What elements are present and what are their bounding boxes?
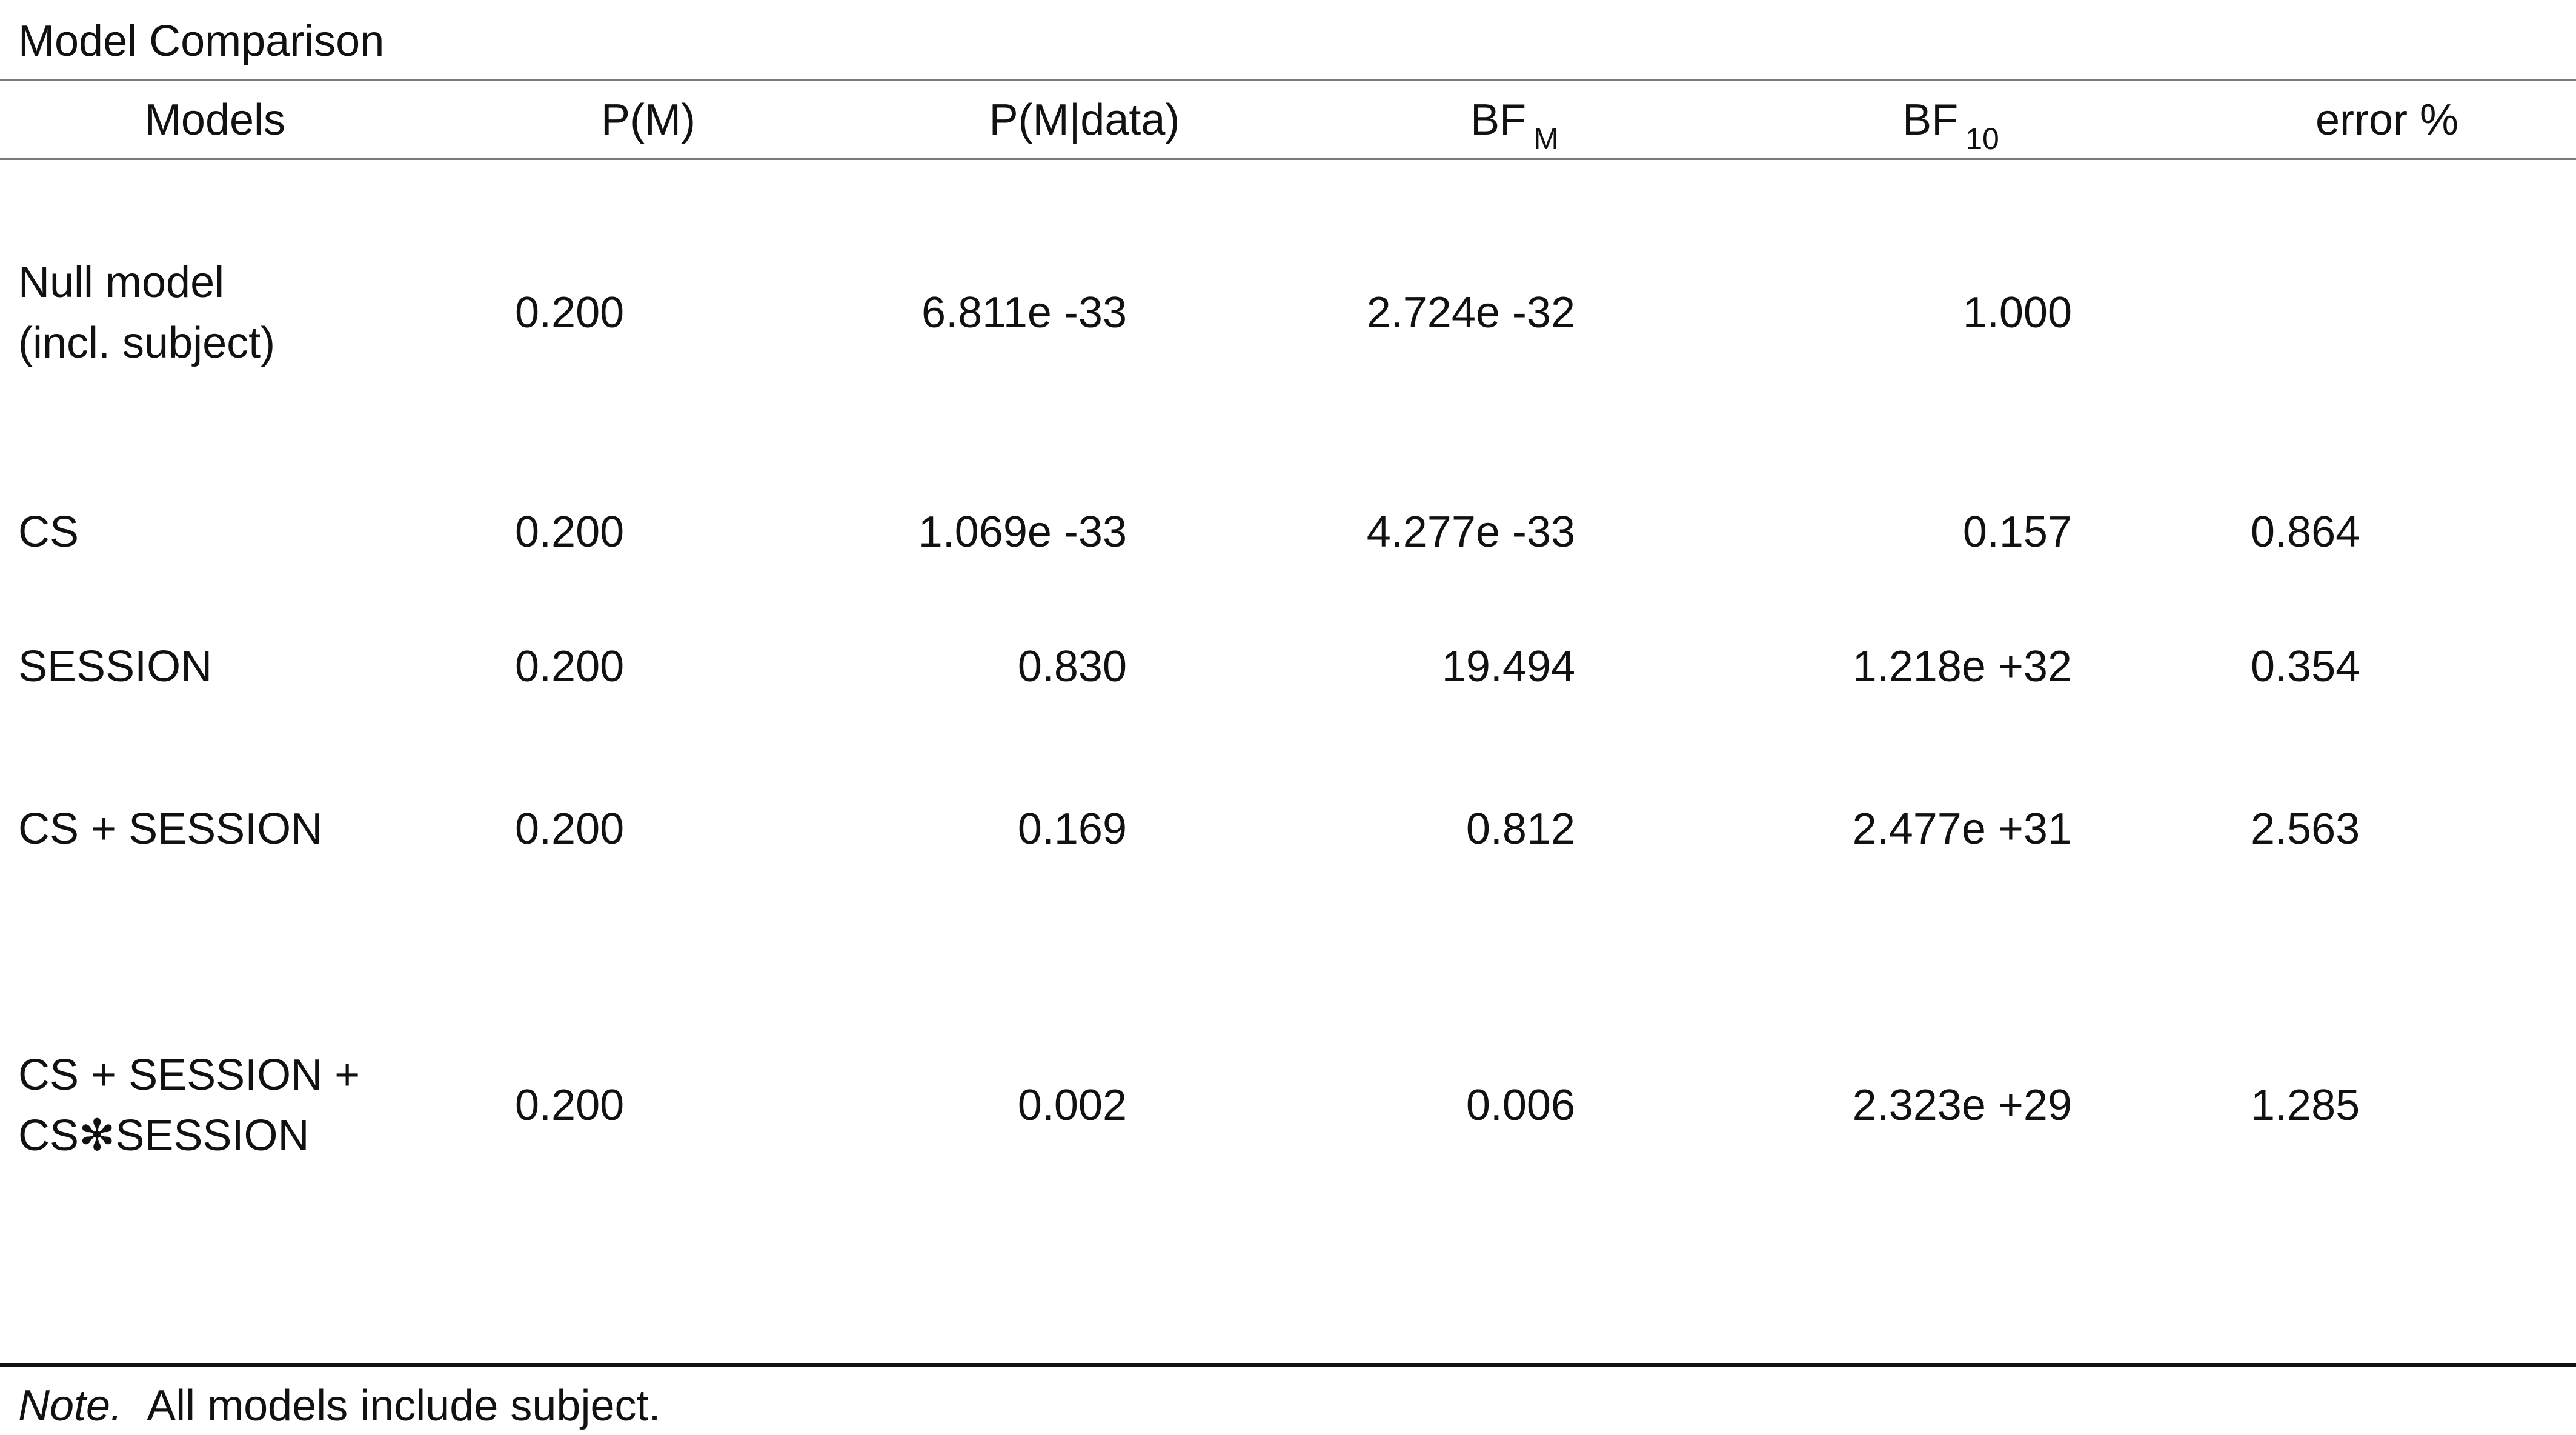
header-error: error % — [2315, 96, 2459, 144]
header-bf-10-sub: 10 — [1965, 122, 1999, 156]
row-5-model-line1: CS + SESSION + — [18, 1051, 360, 1099]
row-5-pm: 0.200 — [515, 1081, 625, 1130]
header-bf-m: BF M — [1393, 91, 1636, 156]
row-1-bf-m: 2.724e -32 — [1366, 288, 1575, 337]
table-title: Model Comparison — [18, 17, 385, 65]
row-4-pm: 0.200 — [515, 805, 625, 853]
row-1-model-line1: Null model — [18, 258, 225, 307]
row-3-pm: 0.200 — [515, 642, 625, 691]
table-header-rule — [0, 158, 2576, 160]
header-models: Models — [144, 96, 286, 144]
note-text: All models include subject. — [147, 1382, 661, 1430]
header-pm-data: P(M|data) — [989, 96, 1180, 144]
row-2-pm: 0.200 — [515, 508, 625, 556]
row-2-bf-10: 0.157 — [1962, 508, 2072, 556]
row-5-error: 1.285 — [2251, 1081, 2360, 1130]
row-3-error: 0.354 — [2251, 642, 2360, 691]
header-bf-10: BF 10 — [1830, 91, 2072, 156]
table-top-rule — [0, 79, 2576, 81]
header-pm: P(M) — [601, 96, 695, 144]
header-bf-m-sub: M — [1533, 122, 1559, 156]
row-3-pm-data: 0.830 — [1017, 642, 1127, 691]
header-bf-m-main: BF — [1470, 96, 1527, 144]
row-2-error: 0.864 — [2251, 508, 2360, 556]
row-5-pm-data: 0.002 — [1017, 1081, 1127, 1130]
row-5-model-line2: CS✻SESSION — [18, 1111, 310, 1160]
row-2-bf-m: 4.277e -33 — [1366, 508, 1575, 556]
row-3-model: SESSION — [18, 642, 213, 691]
row-1-pm: 0.200 — [515, 288, 625, 337]
row-4-bf-10: 2.477e +31 — [1852, 805, 2072, 853]
header-bf-10-main: BF — [1902, 96, 1959, 144]
table-bottom-rule — [0, 1363, 2576, 1367]
row-4-error: 2.563 — [2251, 805, 2360, 853]
row-3-bf-10: 1.218e +32 — [1852, 642, 2072, 691]
row-5-bf-m: 0.006 — [1466, 1081, 1575, 1130]
row-4-pm-data: 0.169 — [1017, 805, 1127, 853]
row-4-bf-m: 0.812 — [1466, 805, 1575, 853]
row-4-model: CS + SESSION — [18, 805, 323, 853]
row-1-model-line2: (incl. subject) — [18, 319, 276, 367]
row-2-pm-data: 1.069e -33 — [918, 508, 1127, 556]
row-1-pm-data: 6.811e -33 — [921, 288, 1127, 337]
table-note: Note. All models include subject. — [18, 1377, 661, 1435]
row-2-model: CS — [18, 508, 79, 556]
note-label: Note. — [18, 1382, 123, 1430]
row-5-bf-10: 2.323e +29 — [1852, 1081, 2072, 1130]
row-1-bf-10: 1.000 — [1962, 288, 2072, 337]
row-3-bf-m: 19.494 — [1441, 642, 1575, 691]
